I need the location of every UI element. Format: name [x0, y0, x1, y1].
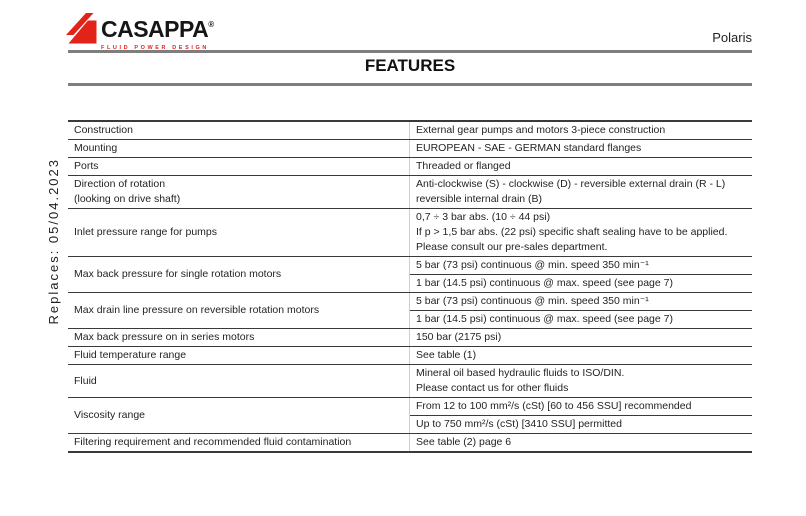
features-table: Construction External gear pumps and moto…	[68, 120, 752, 453]
table-row: Max drain line pressure on reversible ro…	[68, 293, 752, 329]
feature-label-line: Fluid	[74, 374, 97, 387]
casappa-logo: CASAPPA® FLUID POWER DESIGN	[66, 11, 214, 51]
feature-label-line: Ports	[74, 160, 99, 172]
registered-mark: ®	[208, 20, 215, 29]
feature-value-line: Please consult our pre-sales department.	[416, 241, 608, 253]
feature-values: See table (2) page 6	[410, 434, 752, 451]
feature-label: Max drain line pressure on reversible ro…	[68, 293, 410, 328]
feature-value-line: 5 bar (73 psi) continuous @ min. speed 3…	[416, 295, 649, 307]
table-row: Fluid temperature range See table (1)	[68, 347, 752, 365]
feature-value-line: If p > 1,5 bar abs. (22 psi) specific sh…	[416, 226, 728, 238]
feature-value-line: 5 bar (73 psi) continuous @ min. speed 3…	[416, 259, 649, 271]
feature-label-line: Filtering requirement and recommended fl…	[74, 436, 352, 448]
feature-label-line: Fluid temperature range	[74, 349, 187, 361]
feature-label-line: Construction	[74, 124, 133, 136]
feature-label-line: Viscosity range	[74, 409, 146, 421]
feature-value-line: External gear pumps and motors 3-piece c…	[416, 124, 666, 136]
product-name: Polaris	[712, 30, 752, 45]
feature-value: External gear pumps and motors 3-piece c…	[410, 122, 752, 139]
feature-values: External gear pumps and motors 3-piece c…	[410, 122, 752, 139]
feature-value-line: See table (1)	[416, 349, 477, 361]
table-row: Fluid Mineral oil based hydraulic fluids …	[68, 365, 752, 398]
feature-label: Max back pressure on in series motors	[68, 329, 410, 346]
table-row: Max back pressure for single rotation mo…	[68, 257, 752, 293]
feature-value: From 12 to 100 mm²/s (cSt) [60 to 456 SS…	[410, 398, 752, 415]
feature-value-line: reversible internal drain (B)	[416, 193, 543, 205]
feature-value: 5 bar (73 psi) continuous @ min. speed 3…	[410, 257, 752, 274]
feature-label-line: Max back pressure on in series motors	[74, 331, 255, 343]
feature-values: EUROPEAN - SAE - GERMAN standard flanges	[410, 140, 752, 157]
feature-label-line: Max drain line pressure on reversible ro…	[74, 304, 320, 316]
feature-value: 1 bar (14.5 psi) continuous @ max. speed…	[410, 310, 752, 328]
replaces-note: Replaces: 05/04.2023	[46, 158, 61, 325]
feature-value-line: 1 bar (14.5 psi) continuous @ max. speed…	[416, 313, 673, 325]
title-rule	[68, 83, 752, 86]
feature-value: Anti-clockwise (S) - clockwise (D) - rev…	[410, 176, 752, 208]
feature-value: Threaded or flanged	[410, 158, 752, 175]
feature-value-line: EUROPEAN - SAE - GERMAN standard flanges	[416, 142, 642, 154]
feature-label: Viscosity range	[68, 398, 410, 433]
feature-value: 0,7 ÷ 3 bar abs. (10 ÷ 44 psi) If p > 1,5…	[410, 209, 752, 256]
page-title: FEATURES	[364, 56, 456, 75]
feature-value-line: Threaded or flanged	[416, 160, 511, 172]
feature-value-line: See table (2) page 6	[416, 436, 512, 448]
feature-values: 0,7 ÷ 3 bar abs. (10 ÷ 44 psi) If p > 1,5…	[410, 209, 752, 256]
feature-label: Ports	[68, 158, 410, 175]
feature-value: See table (2) page 6	[410, 434, 752, 451]
feature-label: Construction	[68, 122, 410, 139]
table-row: Ports Threaded or flanged	[68, 158, 752, 176]
feature-values: From 12 to 100 mm²/s (cSt) [60 to 456 SS…	[410, 398, 752, 433]
feature-value: See table (1)	[410, 347, 752, 364]
feature-values: Anti-clockwise (S) - clockwise (D) - rev…	[410, 176, 752, 208]
table-row: Max back pressure on in series motors 150…	[68, 329, 752, 347]
feature-label: Filtering requirement and recommended fl…	[68, 434, 410, 451]
feature-label: Direction of rotation (looking on drive s…	[68, 176, 410, 208]
feature-label: Max back pressure for single rotation mo…	[68, 257, 410, 292]
feature-values: 5 bar (73 psi) continuous @ min. speed 3…	[410, 257, 752, 292]
table-row: Filtering requirement and recommended fl…	[68, 434, 752, 453]
casappa-logo-icon	[66, 11, 97, 45]
feature-label-line: Max back pressure for single rotation mo…	[74, 268, 282, 280]
casappa-logo-text: CASAPPA® FLUID POWER DESIGN	[101, 11, 214, 51]
feature-value: Mineral oil based hydraulic fluids to IS…	[410, 365, 752, 397]
feature-label: Fluid	[68, 365, 410, 397]
feature-value-line: Please contact us for other fluids	[416, 382, 569, 394]
table-row: Viscosity range From 12 to 100 mm²/s (cSt…	[68, 398, 752, 434]
feature-label-line: Mounting	[74, 142, 118, 154]
feature-value-line: From 12 to 100 mm²/s (cSt) [60 to 456 SS…	[416, 400, 692, 412]
feature-values: Threaded or flanged	[410, 158, 752, 175]
table-row: Direction of rotation (looking on drive s…	[68, 176, 752, 209]
feature-values: See table (1)	[410, 347, 752, 364]
brand-tagline: FLUID POWER DESIGN	[101, 45, 209, 51]
feature-value: EUROPEAN - SAE - GERMAN standard flanges	[410, 140, 752, 157]
feature-value: 1 bar (14.5 psi) continuous @ max. speed…	[410, 274, 752, 292]
table-row: Construction External gear pumps and moto…	[68, 122, 752, 140]
brand-name: CASAPPA®	[101, 16, 215, 42]
feature-label: Mounting	[68, 140, 410, 157]
feature-label: Inlet pressure range for pumps	[68, 209, 410, 256]
feature-values: 150 bar (2175 psi)	[410, 329, 752, 346]
feature-value-line: 0,7 ÷ 3 bar abs. (10 ÷ 44 psi)	[416, 211, 551, 223]
feature-label-line: (looking on drive shaft)	[74, 193, 181, 205]
table-row: Inlet pressure range for pumps 0,7 ÷ 3 ba…	[68, 209, 752, 257]
feature-value: Up to 750 mm²/s (cSt) [3410 SSU] permitt…	[410, 415, 752, 433]
feature-value-line: 150 bar (2175 psi)	[416, 331, 502, 343]
feature-value-line: Mineral oil based hydraulic fluids to IS…	[416, 367, 625, 379]
feature-value: 5 bar (73 psi) continuous @ min. speed 3…	[410, 293, 752, 310]
feature-value-line: 1 bar (14.5 psi) continuous @ max. speed…	[416, 277, 673, 289]
feature-label: Fluid temperature range	[68, 347, 410, 364]
feature-label-line: Direction of rotation	[74, 178, 166, 190]
feature-values: 5 bar (73 psi) continuous @ min. speed 3…	[410, 293, 752, 328]
feature-value-line: Anti-clockwise (S) - clockwise (D) - rev…	[416, 178, 726, 190]
table-row: Mounting EUROPEAN - SAE - GERMAN standard…	[68, 140, 752, 158]
feature-label-line: Inlet pressure range for pumps	[74, 226, 217, 238]
feature-value: 150 bar (2175 psi)	[410, 329, 752, 346]
feature-values: Mineral oil based hydraulic fluids to IS…	[410, 365, 752, 397]
feature-value-line: Up to 750 mm²/s (cSt) [3410 SSU] permitt…	[416, 418, 622, 430]
header-rule	[68, 50, 752, 53]
